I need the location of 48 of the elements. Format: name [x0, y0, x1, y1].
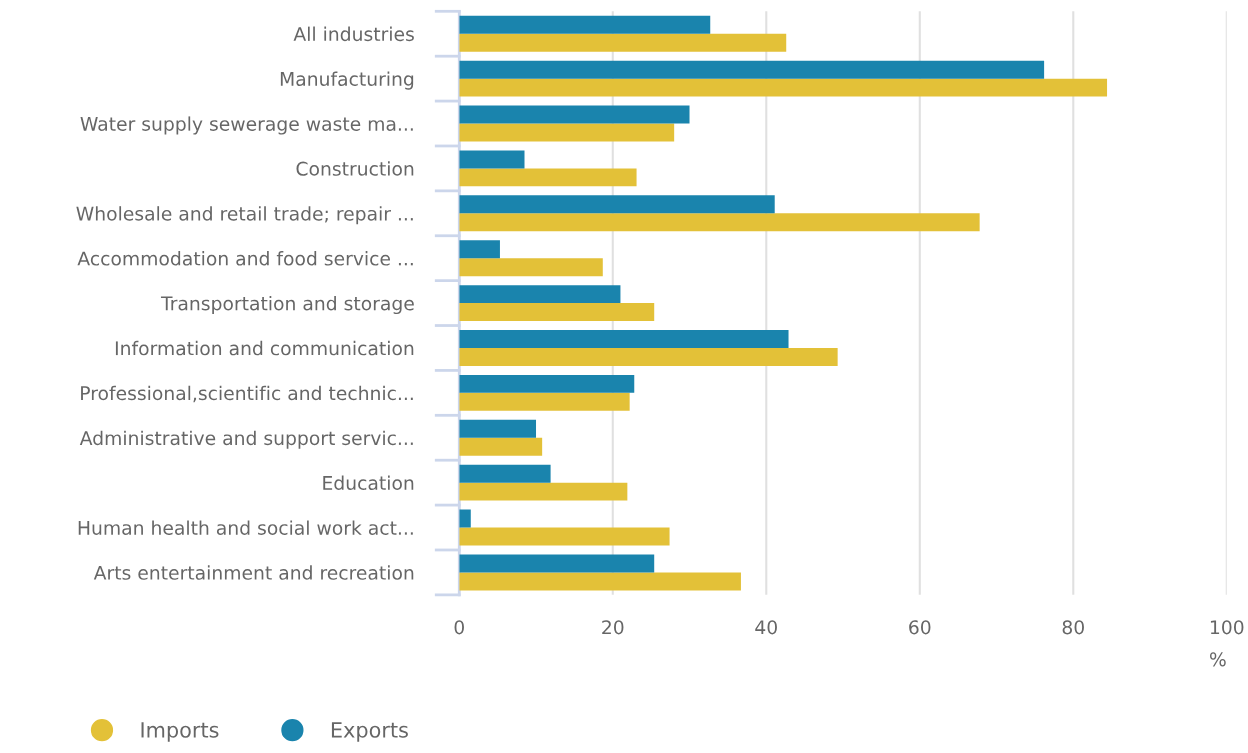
y-tick-label: All industries — [293, 26, 414, 42]
bar — [459, 150, 525, 169]
bar — [459, 258, 603, 277]
y-tick-label: Professional,scientific and technic... — [81, 385, 413, 403]
bar — [459, 392, 630, 411]
bar — [459, 437, 543, 456]
y-tick-label: Transportation and storage — [160, 295, 414, 315]
bar — [459, 240, 500, 259]
x-tick-label: 60 — [909, 620, 931, 635]
bar — [459, 347, 838, 366]
bar — [459, 285, 621, 304]
y-tick-label: Manufacturing — [280, 71, 414, 90]
x-tick-label: 0 — [454, 620, 464, 635]
x-tick-label: 20 — [602, 620, 624, 635]
y-tick-label: Construction — [296, 161, 414, 176]
bar — [459, 33, 787, 52]
y-tick-label: Accommodation and food service ... — [77, 251, 413, 266]
bar — [459, 509, 471, 528]
bar — [459, 105, 690, 124]
bar — [459, 78, 1108, 97]
bar — [459, 123, 675, 142]
bar — [459, 572, 741, 591]
y-tick-label: Education — [323, 475, 414, 491]
y-tick-label: Arts entertainment and recreation — [93, 565, 414, 580]
bar — [459, 15, 711, 34]
y-tick-label: Wholesale and retail trade; repair ... — [76, 206, 413, 225]
y-tick-label: Information and communication — [115, 340, 414, 356]
x-tick-label: 40 — [755, 620, 777, 635]
bar — [459, 374, 635, 393]
bar — [459, 527, 670, 546]
bar — [459, 213, 980, 232]
x-axis-title: % — [1210, 652, 1226, 667]
bar — [459, 482, 628, 501]
x-tick-label: 80 — [1062, 620, 1084, 635]
legend-label: Imports — [141, 722, 219, 742]
legend-label: Exports — [331, 722, 408, 742]
bar — [459, 419, 537, 438]
bar — [459, 168, 637, 187]
bar — [459, 303, 655, 322]
bar — [459, 464, 551, 483]
x-tick-label: 100 — [1210, 620, 1244, 635]
y-tick-label: Human health and social work act... — [78, 520, 413, 535]
bar — [459, 195, 775, 214]
y-tick-label: Water supply sewerage waste ma... — [80, 116, 413, 135]
bar — [459, 554, 655, 573]
bar — [459, 330, 789, 348]
y-tick-label: Administrative and support servic... — [79, 430, 413, 449]
bar — [459, 60, 1045, 79]
